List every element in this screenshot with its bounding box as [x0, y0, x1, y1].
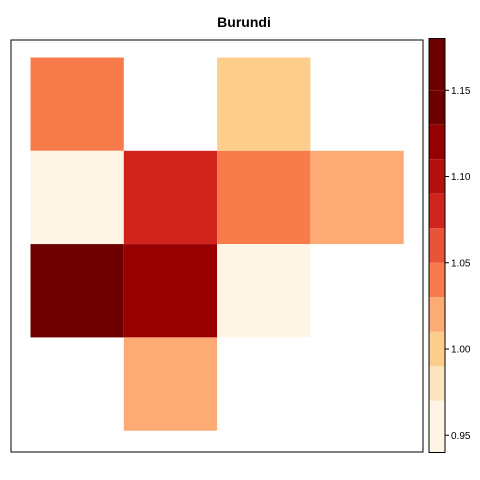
heatmap-cells	[30, 57, 404, 431]
heatmap-cell	[217, 57, 311, 151]
colorbar-segment	[429, 124, 445, 160]
heatmap-cell	[30, 57, 124, 151]
heatmap-cell	[217, 244, 311, 338]
colorbar-segment	[429, 38, 445, 91]
colorbar: 0.95 1.00 1.05 1.10 1.15	[428, 38, 471, 453]
plot-frame	[10, 39, 424, 453]
colorbar-segment	[429, 297, 445, 332]
colorbar-segment	[429, 331, 445, 367]
heatmap-cell	[123, 150, 218, 245]
heatmap-cell	[30, 150, 124, 245]
colorbar-tick-label: 0.95	[451, 431, 471, 442]
colorbar-segment	[429, 193, 445, 229]
colorbar-segment	[429, 228, 445, 263]
colorbar-segment	[429, 159, 445, 194]
heatmap-cell	[310, 150, 404, 245]
chart-title: Burundi	[217, 14, 271, 30]
colorbar-segment	[429, 366, 445, 401]
heatmap-cell	[123, 244, 218, 338]
heatmap-cell	[30, 244, 124, 338]
heatmap-cell	[123, 337, 218, 431]
colorbar-segment	[429, 90, 445, 125]
colorbar-tick-label: 1.00	[451, 345, 471, 356]
colorbar-frame	[428, 38, 446, 453]
colorbar-tick-label: 1.05	[451, 258, 471, 269]
heatmap-cell	[217, 150, 311, 245]
colorbar-segment	[429, 262, 445, 298]
colorbar-tick-label: 1.10	[451, 172, 471, 183]
colorbar-tick-label: 1.15	[451, 86, 471, 97]
colorbar-segment	[429, 400, 445, 453]
